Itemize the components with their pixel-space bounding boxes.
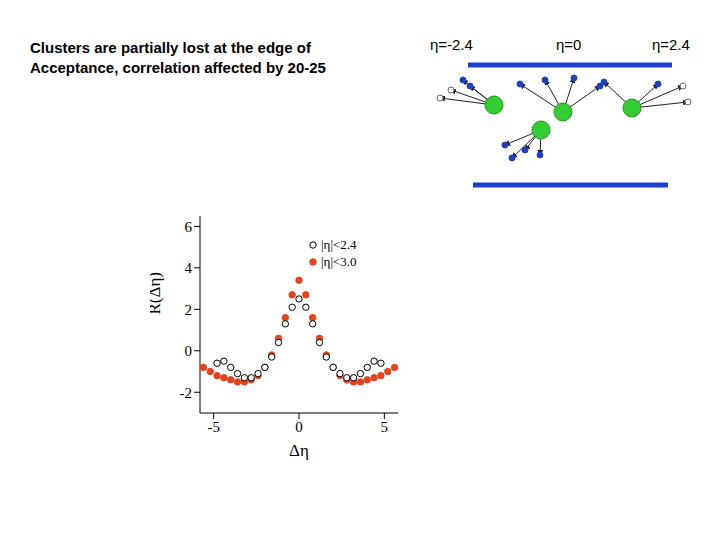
svg-text:Δη: Δη bbox=[289, 441, 309, 460]
html-text:|η|<2.4: |η|<2.4 bbox=[321, 237, 357, 252]
svg-text:0: 0 bbox=[295, 419, 303, 435]
svg-text:5: 5 bbox=[381, 419, 389, 435]
svg-text:6: 6 bbox=[185, 219, 193, 235]
svg-text:R(Δη): R(Δη) bbox=[150, 272, 164, 314]
svg-text:0: 0 bbox=[185, 343, 193, 359]
html-text:Clusters are partially lost at: Clusters are partially lost at the edge … bbox=[30, 39, 311, 56]
svg-text:η=-2.4: η=-2.4 bbox=[430, 36, 473, 53]
svg-text:2: 2 bbox=[185, 302, 193, 318]
svg-text:-5: -5 bbox=[207, 419, 220, 435]
svg-text:4: 4 bbox=[185, 260, 193, 276]
svg-text:η=2.4: η=2.4 bbox=[652, 36, 690, 53]
html-text:|η|<3.0: |η|<3.0 bbox=[321, 254, 357, 269]
svg-text:-2: -2 bbox=[180, 385, 193, 401]
svg-text:η=0: η=0 bbox=[556, 36, 581, 53]
html-text:Acceptance, correlation affect: Acceptance, correlation affected by 20-2… bbox=[30, 59, 326, 76]
